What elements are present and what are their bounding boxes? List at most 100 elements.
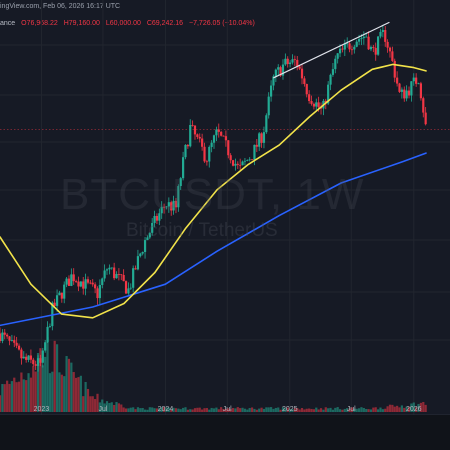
candle-body <box>108 267 111 270</box>
volume-bar <box>6 380 9 412</box>
candle-body <box>158 213 161 221</box>
candle-body <box>120 274 123 276</box>
volume-bar <box>305 408 308 412</box>
candle-body <box>94 284 97 289</box>
volume-bar <box>160 407 163 412</box>
volume-bar <box>312 409 315 412</box>
volume-bar <box>341 409 344 412</box>
volume-bar <box>372 407 375 412</box>
volume-bar <box>231 408 235 412</box>
volume-bar <box>350 407 354 412</box>
candle-body <box>274 69 277 77</box>
candle-body <box>412 77 415 82</box>
indicator-lines <box>0 21 427 327</box>
candle-body <box>65 278 68 285</box>
candle-body <box>381 30 384 32</box>
candle-body <box>403 89 406 99</box>
candle-body <box>388 47 392 52</box>
candle-body <box>300 68 304 79</box>
volume-bar <box>329 407 332 412</box>
candle-body <box>110 267 113 269</box>
candle-body <box>419 83 423 99</box>
high-value: H79,160.00 <box>63 20 100 27</box>
volume-bar <box>105 401 109 412</box>
volume-bar <box>29 377 33 412</box>
volume-bar <box>55 344 59 412</box>
candle-body <box>303 78 306 84</box>
volume-bar <box>94 399 97 412</box>
volume-bar <box>108 403 111 412</box>
moving-average-slow <box>0 152 427 327</box>
candle-body <box>174 200 178 208</box>
volume-bar <box>184 407 187 412</box>
candle-body <box>410 81 413 96</box>
candle-body <box>79 281 82 287</box>
candle-body <box>143 240 147 253</box>
candle-body <box>265 115 268 133</box>
resistance-trendline <box>273 21 390 79</box>
candle-body <box>186 144 189 147</box>
candle-body <box>182 157 185 179</box>
candle-body <box>162 206 166 208</box>
volume-bar <box>355 408 358 412</box>
volume-bar <box>127 408 130 412</box>
volume-bar <box>148 407 151 412</box>
candle-body <box>250 159 254 161</box>
volume-bar <box>239 408 242 412</box>
candle-body <box>29 355 33 360</box>
candle-body <box>424 112 427 125</box>
candle-body <box>34 364 37 366</box>
x-tick-label: Jul <box>223 406 232 413</box>
volume-bar <box>322 409 325 412</box>
volume-bar <box>15 382 18 412</box>
candle-body <box>215 129 218 136</box>
volume-bar <box>117 403 120 412</box>
volume-bar <box>393 406 396 412</box>
volume-bar <box>210 407 213 412</box>
candle-body <box>77 281 80 287</box>
volume-bar <box>353 408 356 412</box>
candle-body <box>10 340 13 341</box>
volume-bar <box>86 388 90 412</box>
candle-body <box>167 202 170 207</box>
candle-body <box>70 274 73 286</box>
volume-bar <box>396 405 399 412</box>
volume-bar <box>120 404 123 412</box>
candle-body <box>117 273 120 275</box>
volume-bar <box>191 409 194 412</box>
volume-bar <box>343 408 346 412</box>
volume-bar <box>115 402 118 412</box>
volume-bar <box>315 407 318 412</box>
volume-bar <box>182 407 185 412</box>
volume-bar <box>98 402 101 412</box>
volume-bar <box>212 408 216 412</box>
volume-bar <box>253 408 256 412</box>
candle-body <box>286 58 289 65</box>
volume-bar <box>377 409 380 412</box>
volume-bar <box>243 408 247 412</box>
volume-bar <box>0 395 2 412</box>
volume-bar <box>317 409 320 412</box>
candle-body <box>279 67 282 76</box>
volume-bar <box>293 408 296 412</box>
candle-body <box>63 284 66 299</box>
volume-bar <box>46 337 49 412</box>
candle-body <box>289 62 292 65</box>
volume-bar <box>379 407 382 412</box>
volume-bar <box>234 408 237 412</box>
candle-body <box>353 46 356 50</box>
candle-body <box>360 38 363 40</box>
volume-bar <box>3 384 6 412</box>
volume-bar <box>405 406 408 412</box>
candle-body <box>27 355 30 360</box>
bottom-panel <box>0 415 450 450</box>
candle-body <box>193 125 197 135</box>
candle-body <box>127 288 130 294</box>
volume-bar <box>129 407 132 412</box>
candle-body <box>25 356 28 360</box>
volume-bar <box>32 366 35 412</box>
volume-bar <box>48 373 52 412</box>
x-tick-label: Jul <box>98 406 107 413</box>
candle-body <box>284 58 287 65</box>
